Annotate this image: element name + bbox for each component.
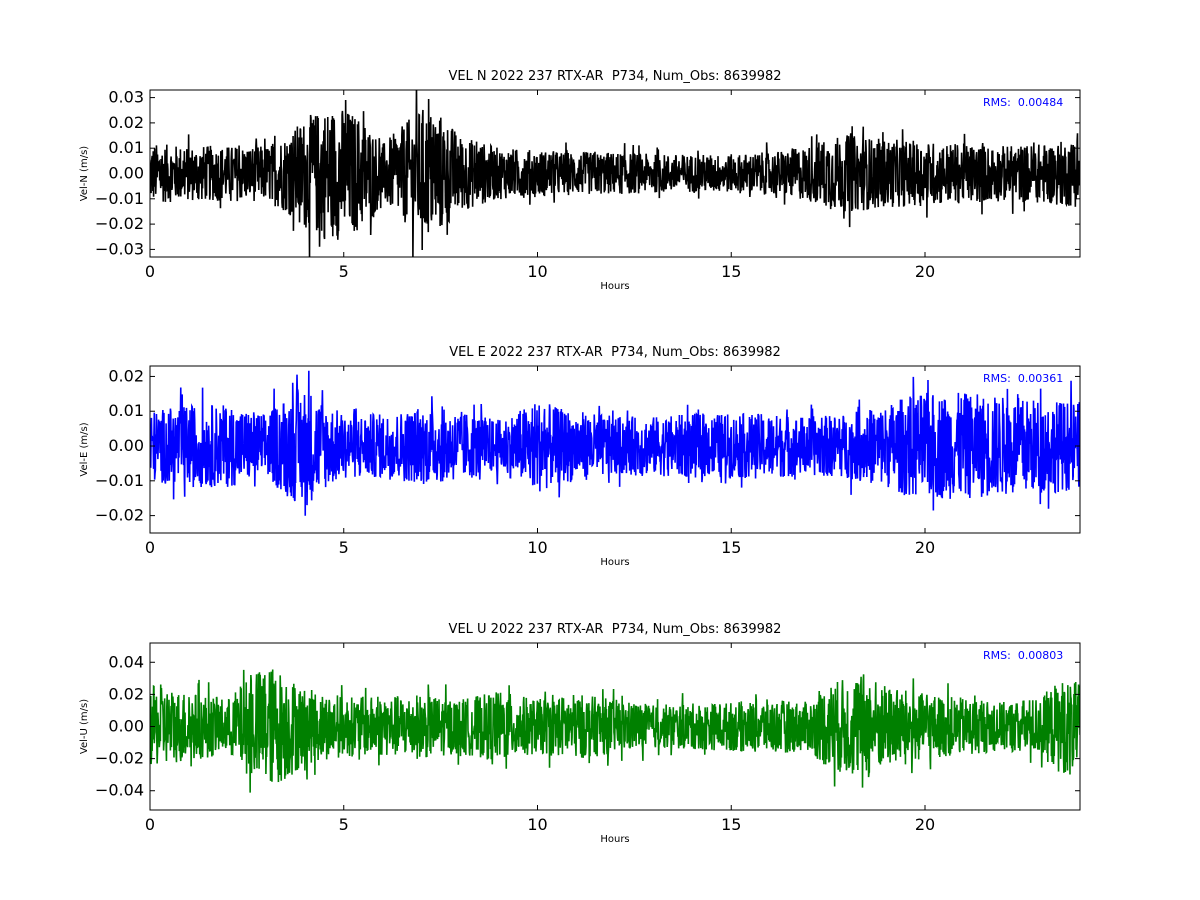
y-tick-label: 0.00 bbox=[108, 164, 144, 183]
y-axis-label: Vel-E (m/s) bbox=[79, 422, 90, 476]
chart-title: VEL N 2022 237 RTX-AR P734, Num_Obs: 863… bbox=[448, 69, 781, 84]
chart-title: VEL E 2022 237 RTX-AR P734, Num_Obs: 863… bbox=[449, 345, 781, 360]
y-tick-label: −0.02 bbox=[95, 749, 144, 768]
rms-annotation: RMS: 0.00803 bbox=[983, 649, 1063, 662]
x-tick-label: 15 bbox=[721, 815, 741, 834]
y-tick-label: −0.03 bbox=[95, 239, 144, 258]
rms-annotation: RMS: 0.00361 bbox=[983, 372, 1063, 385]
rms-annotation: RMS: 0.00484 bbox=[983, 96, 1063, 109]
x-tick-label: 10 bbox=[527, 815, 547, 834]
y-tick-label: 0.01 bbox=[108, 401, 144, 420]
x-tick-label: 15 bbox=[721, 538, 741, 557]
y-tick-label: 0.02 bbox=[108, 366, 144, 385]
y-tick-label: 0.03 bbox=[108, 88, 144, 107]
x-tick-label: 20 bbox=[915, 538, 935, 557]
y-tick-label: −0.01 bbox=[95, 471, 144, 490]
axes-frame bbox=[149, 365, 1081, 534]
y-tick-label: 0.00 bbox=[108, 436, 144, 455]
x-tick-label: 10 bbox=[527, 538, 547, 557]
y-tick-label: 0.04 bbox=[108, 652, 144, 671]
y-tick-label: −0.04 bbox=[95, 781, 144, 800]
x-axis-label: Hours bbox=[600, 281, 629, 292]
y-tick-label: −0.02 bbox=[95, 214, 144, 233]
y-tick-label: 0.02 bbox=[108, 113, 144, 132]
x-tick-label: 0 bbox=[145, 815, 155, 834]
x-tick-label: 20 bbox=[915, 262, 935, 281]
subplot-3: 0 5 10 15 20 0.04 0.02 0.00 −0.02 −0.04 VEL U 2022… bbox=[79, 622, 1081, 845]
x-tick-label: 0 bbox=[145, 262, 155, 281]
y-axis-label: Vel-N (m/s) bbox=[79, 146, 90, 201]
x-tick-label: 5 bbox=[339, 538, 349, 557]
series-line bbox=[150, 370, 1080, 516]
x-tick-label: 5 bbox=[339, 262, 349, 281]
subplot-1: 0 5 10 15 20 0.03 0.02 0.01 0.00 −0.01 −0.02 −0.03 V… bbox=[79, 69, 1081, 292]
x-axis-label: Hours bbox=[600, 834, 629, 845]
x-axis-label: Hours bbox=[600, 557, 629, 568]
y-tick-label: 0.02 bbox=[108, 684, 144, 703]
x-tick-label: 15 bbox=[721, 262, 741, 281]
x-tick-label: 20 bbox=[915, 815, 935, 834]
chart-title: VEL U 2022 237 RTX-AR P734, Num_Obs: 863… bbox=[449, 622, 782, 637]
y-axis-label: Vel-U (m/s) bbox=[79, 699, 90, 754]
series-line bbox=[150, 669, 1080, 793]
y-tick-label: −0.02 bbox=[95, 506, 144, 525]
y-tick-label: 0.00 bbox=[108, 717, 144, 736]
x-tick-label: 0 bbox=[145, 538, 155, 557]
subplot-2: 0 5 10 15 20 0.02 0.01 0.00 −0.01 −0.02 VEL E 2022… bbox=[79, 345, 1081, 568]
x-tick-label: 10 bbox=[527, 262, 547, 281]
y-tick-label: 0.01 bbox=[108, 138, 144, 157]
x-tick-label: 5 bbox=[339, 815, 349, 834]
series-line bbox=[150, 90, 1080, 257]
y-tick-label: −0.01 bbox=[95, 189, 144, 208]
